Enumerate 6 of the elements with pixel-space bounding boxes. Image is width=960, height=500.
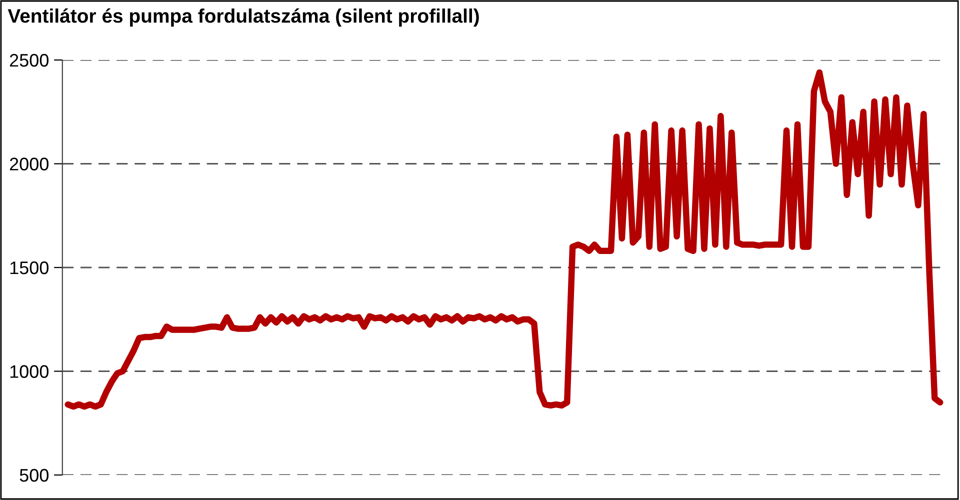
y-tick-label: 500 <box>20 468 48 482</box>
y-tick-label: 2500 <box>10 54 49 67</box>
y-tick-label: 2000 <box>10 158 49 170</box>
y-tick-label: 1500 <box>10 261 49 274</box>
chart-title: Ventilátor és pumpa fordulatszáma (silent profillall) <box>8 8 479 27</box>
y-tick-label: 1000 <box>10 365 49 378</box>
